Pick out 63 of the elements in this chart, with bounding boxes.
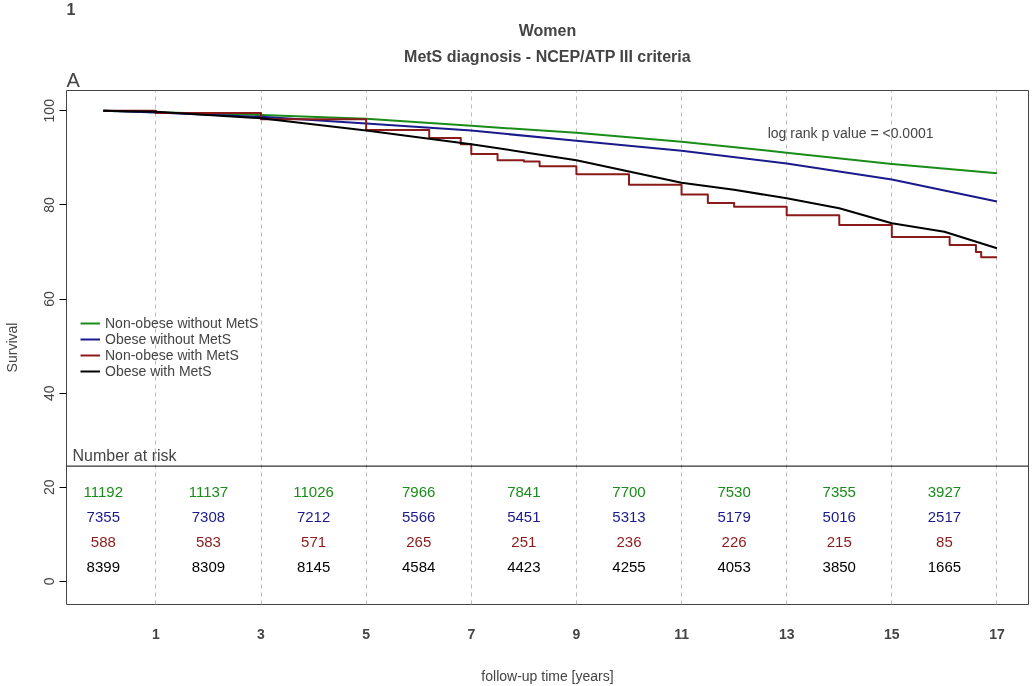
- y-axis-title: Survival: [3, 322, 20, 373]
- y-tick-label: 0: [41, 577, 58, 586]
- annotation: 4053: [717, 558, 751, 576]
- annotation: 265: [406, 533, 432, 551]
- annotation: 5179: [717, 508, 751, 526]
- annotation: 11137: [188, 483, 229, 501]
- annotation: 7530: [717, 483, 751, 501]
- x-axis-title: follow-up time [years]: [481, 667, 614, 684]
- annotation: A: [66, 68, 81, 91]
- annotation: 4255: [612, 558, 646, 576]
- legend-label: Obese without MetS: [105, 331, 232, 347]
- text: 1: [66, 0, 76, 18]
- annotation: log rank p value = <0.0001: [767, 124, 934, 141]
- annotation: 8399: [86, 558, 120, 576]
- x-tick-label: 5: [362, 625, 371, 642]
- x-tick-label: 15: [884, 625, 900, 642]
- annotation: 7355: [86, 508, 120, 526]
- legend-label: Obese with MetS: [105, 363, 212, 379]
- ref-line-label: Number at risk: [72, 447, 178, 465]
- annotation: 11192: [83, 483, 124, 501]
- annotation: 583: [195, 533, 221, 551]
- y-tick-label: 60: [41, 291, 58, 307]
- x-tick-label: 1: [151, 625, 160, 642]
- annotation: 5016: [822, 508, 856, 526]
- annotation: 7966: [402, 483, 436, 501]
- annotation: 215: [826, 533, 852, 551]
- chart-subtitle: MetS diagnosis - NCEP/ATP III criteria: [404, 47, 691, 65]
- annotation: 251: [511, 533, 537, 551]
- annotation: 7308: [191, 508, 226, 526]
- annotation: 4423: [507, 558, 541, 576]
- annotation: 226: [721, 533, 747, 551]
- y-tick-label: 80: [41, 196, 58, 213]
- x-tick-label: 7: [467, 625, 476, 642]
- annotation: 11026: [293, 483, 334, 501]
- x-tick-label: 9: [572, 625, 581, 642]
- annotation: 7212: [296, 508, 331, 526]
- annotation: 7355: [822, 483, 856, 501]
- annotation: 588: [90, 533, 116, 551]
- annotation: 4584: [402, 558, 436, 576]
- annotation: 3850: [822, 558, 856, 576]
- y-tick-label: 100: [41, 98, 58, 123]
- y-tick-label: 40: [41, 385, 58, 401]
- legend-label: Non-obese with MetS: [105, 347, 239, 363]
- annotation: 7841: [507, 483, 541, 501]
- x-tick-label: 3: [257, 625, 266, 642]
- annotation: 1665: [927, 558, 962, 576]
- annotation: 8145: [296, 558, 331, 576]
- annotation: 5451: [507, 508, 541, 526]
- annotation: 7700: [612, 483, 646, 501]
- x-tick-label: 11: [674, 625, 690, 642]
- legend-label: Non-obese without MetS: [105, 315, 259, 331]
- annotation: 8309: [191, 558, 226, 576]
- annotation: 5566: [402, 508, 436, 526]
- chart-title: Women: [518, 21, 577, 39]
- x-tick-label: 13: [778, 625, 795, 642]
- annotation: 5313: [612, 508, 646, 526]
- annotation: 2517: [927, 508, 962, 526]
- annotation: 3927: [927, 483, 962, 501]
- annotation: 236: [616, 533, 642, 551]
- annotation: 571: [301, 533, 327, 551]
- y-tick-label: 20: [41, 479, 58, 496]
- x-tick-label: 17: [989, 625, 1005, 642]
- annotation: 85: [936, 533, 953, 551]
